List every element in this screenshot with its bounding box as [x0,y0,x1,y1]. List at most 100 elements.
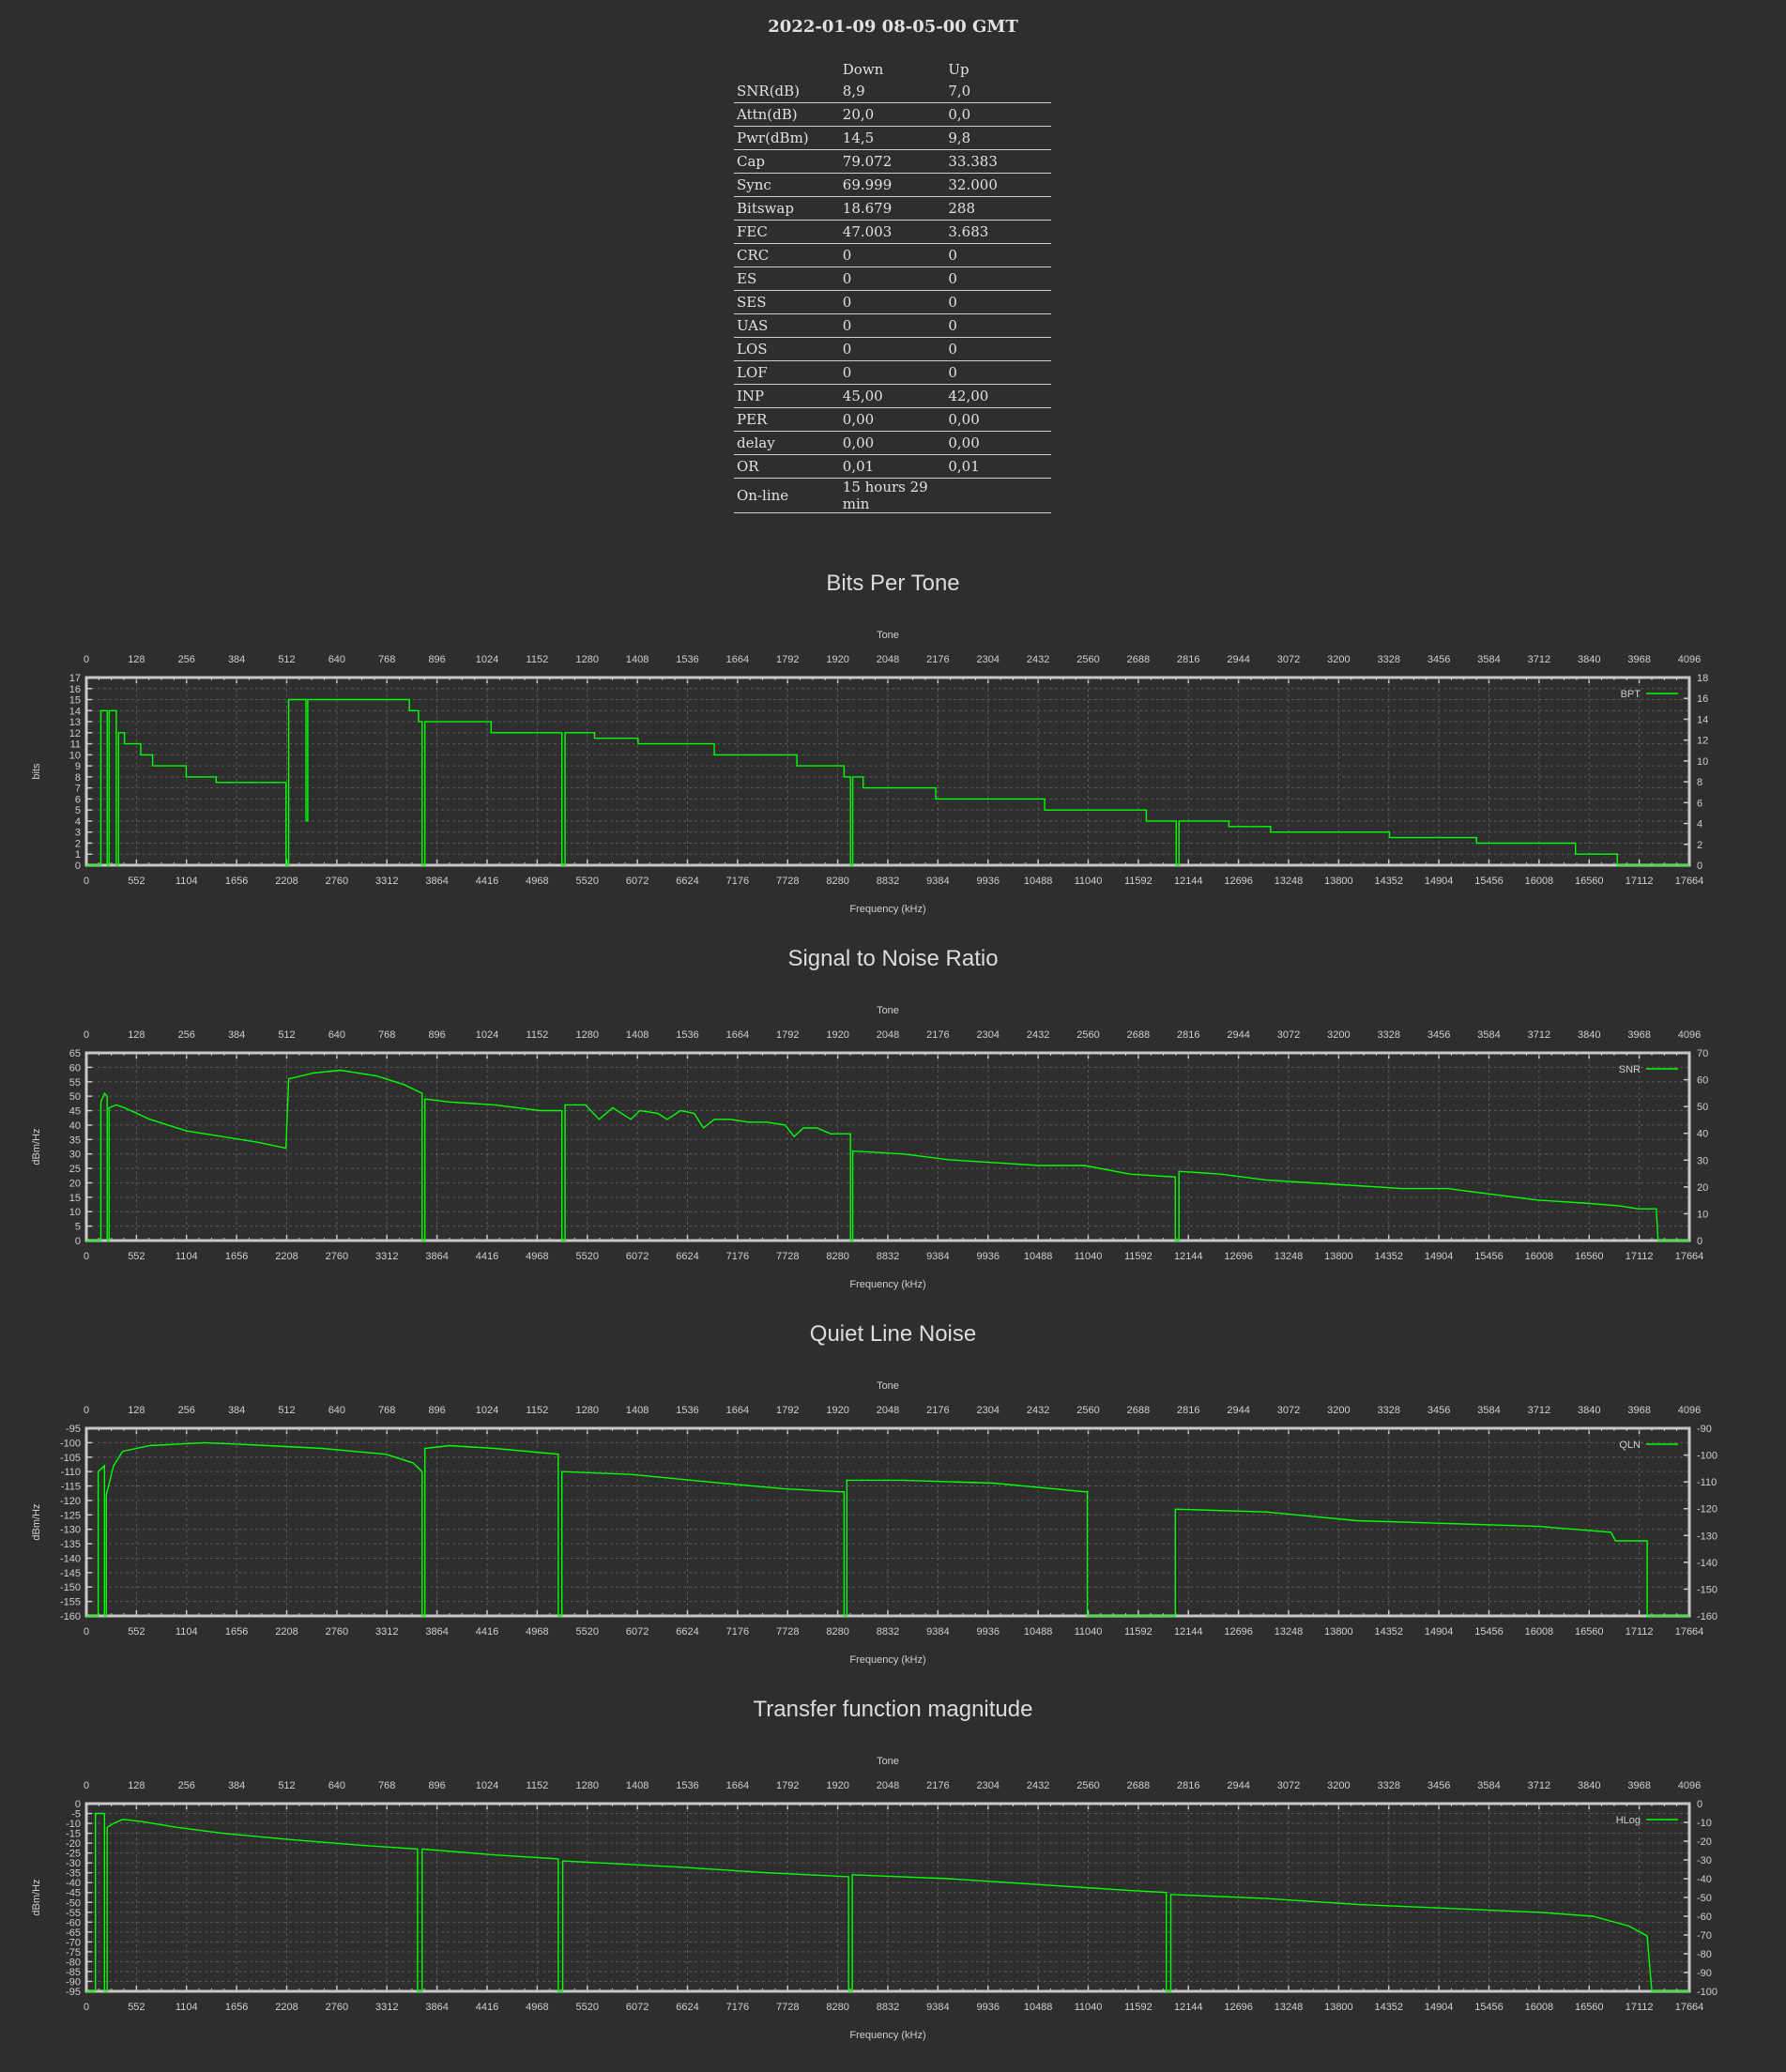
x-tick-label: 13800 [1324,1626,1353,1638]
x-tick-label: 2760 [326,1626,348,1638]
stats-table-row: Cap 79.072 33.383 [734,149,1051,174]
x-tick-label: 12144 [1174,1251,1203,1262]
x-tick-label: 3864 [425,1251,448,1262]
top-tick-label: 1664 [726,1405,749,1416]
x-tick-label: 552 [128,1626,145,1638]
stats-up-value: 0,00 [945,431,1051,455]
top-tick-label: 4096 [1678,1029,1701,1041]
stats-down-value: 15 hours 29 min [839,478,946,513]
top-tick-label: 3840 [1578,1029,1600,1041]
top-tick-label: 1408 [626,1405,649,1416]
x-tick-label: 0 [84,1626,89,1638]
y-tick-label: 15 [69,695,81,707]
stats-up-value: 33.383 [945,149,1051,174]
top-tick-label: 3328 [1378,1029,1400,1041]
top-tick-label: 640 [328,1780,345,1791]
x-tick-label: 0 [84,2002,89,2013]
stats-table-row: PER 0,00 0,00 [734,407,1051,432]
y-tick-label: -45 [66,1888,81,1899]
top-tick-label: 1408 [626,1780,649,1791]
stats-table-row: OR 0,01 0,01 [734,454,1051,479]
top-tick-label: 2560 [1076,1780,1099,1791]
y-tick-label: -10 [66,1819,81,1830]
stats-table-row: On-line 15 hours 29 min [734,478,1051,513]
stats-down-value: 0 [839,290,946,314]
top-tick-label: 1920 [826,1029,848,1041]
x-tick-label: 11040 [1075,1251,1103,1262]
top-tick-label: 3200 [1327,1780,1350,1791]
top-tick-label: 2944 [1227,1780,1249,1791]
x-tick-label: 9936 [977,1251,1000,1262]
stats-up-value [945,478,1051,513]
y2-tick-label: -160 [1697,1611,1717,1623]
y2-tick-label: -110 [1697,1477,1717,1488]
y2-tick-label: 70 [1697,1048,1708,1059]
top-axis-label: Tone [877,630,899,641]
qln-chart: Tone 0 128 256 384 512 640 768 896 1024 1152 1280 14… [0,1370,1786,1680]
top-tick-label: 1536 [676,1780,698,1791]
top-tick-label: 3072 [1277,1780,1300,1791]
top-tick-label: 1408 [626,1029,649,1041]
top-tick-label: 1152 [527,1405,549,1416]
y-tick-label: -105 [60,1453,81,1464]
stats-table-row: Pwr(dBm) 14,5 9,8 [734,126,1051,150]
y2-tick-label: -140 [1697,1558,1717,1569]
stats-table-body: SNR(dB) 8,9 7,0 Attn(dB) 20,0 0,0 Pwr(dBm) 14,5… [734,80,1051,513]
top-tick-label: 3840 [1578,1405,1600,1416]
y2-tick-label: -150 [1697,1584,1717,1595]
x-tick-label: 10488 [1024,2002,1053,2013]
x-tick-label: 14904 [1425,1251,1454,1262]
x-tick-label: 16560 [1575,1626,1604,1638]
legend-label: SNR [1619,1064,1641,1075]
y-tick-label: -15 [66,1829,81,1840]
top-tick-label: 1152 [527,1029,549,1041]
y-tick-label: -150 [60,1582,81,1593]
stats-up-value: 0,0 [945,102,1051,127]
top-tick-label: 128 [128,1029,145,1041]
x-tick-label: 3864 [425,876,448,887]
x-tick-label: 14352 [1374,2002,1403,2013]
top-tick-label: 0 [84,1405,89,1416]
x-tick-label: 6072 [626,876,649,887]
y-tick-label: -85 [66,1967,81,1978]
top-tick-label: 2048 [877,654,899,665]
y-tick-label: -160 [60,1611,81,1623]
x-tick-label: 1104 [176,2002,198,2013]
top-tick-label: 0 [84,654,89,665]
top-tick-label: 256 [178,1405,195,1416]
legend-label: QLN [1619,1440,1641,1451]
stats-row-label: LOF [734,360,840,385]
y-tick-label: 0 [75,1799,81,1810]
top-tick-label: 3328 [1378,1405,1400,1416]
y2-tick-label: 12 [1697,736,1708,747]
x-tick-label: 7176 [726,1251,749,1262]
stats-row-label: LOS [734,337,840,361]
y-tick-label: 5 [75,1222,81,1233]
stats-down-value: 0,01 [839,454,946,479]
y-tick-label: -115 [61,1482,81,1493]
top-axis-label: Tone [877,1756,899,1767]
stats-up-value: 0 [945,267,1051,291]
y-tick-label: 1 [75,849,81,861]
legend-label: HLog [1616,1815,1641,1826]
top-tick-label: 1664 [726,1029,749,1041]
x-tick-label: 0 [84,1251,89,1262]
top-tick-label: 640 [328,1405,345,1416]
stats-down-value: 0 [839,313,946,338]
y-tick-label: -135 [60,1539,81,1550]
chart-legend: QLN [1619,1440,1678,1451]
x-tick-label: 4416 [476,2002,498,2013]
x-tick-label: 17664 [1675,876,1704,887]
x-tick-label: 14352 [1374,876,1403,887]
stats-header-cell [734,58,840,80]
series-line-qln [86,1441,1689,1617]
x-tick-label: 3312 [375,876,398,887]
y-tick-label: -80 [66,1957,81,1968]
top-tick-label: 1024 [476,1780,498,1791]
x-tick-label: 7728 [776,2002,799,2013]
x-tick-label: 17112 [1626,876,1654,887]
y2-tick-label: -40 [1697,1874,1712,1885]
top-tick-label: 1408 [626,654,649,665]
top-tick-label: 3072 [1277,1405,1300,1416]
y-tick-label: -25 [66,1849,81,1860]
